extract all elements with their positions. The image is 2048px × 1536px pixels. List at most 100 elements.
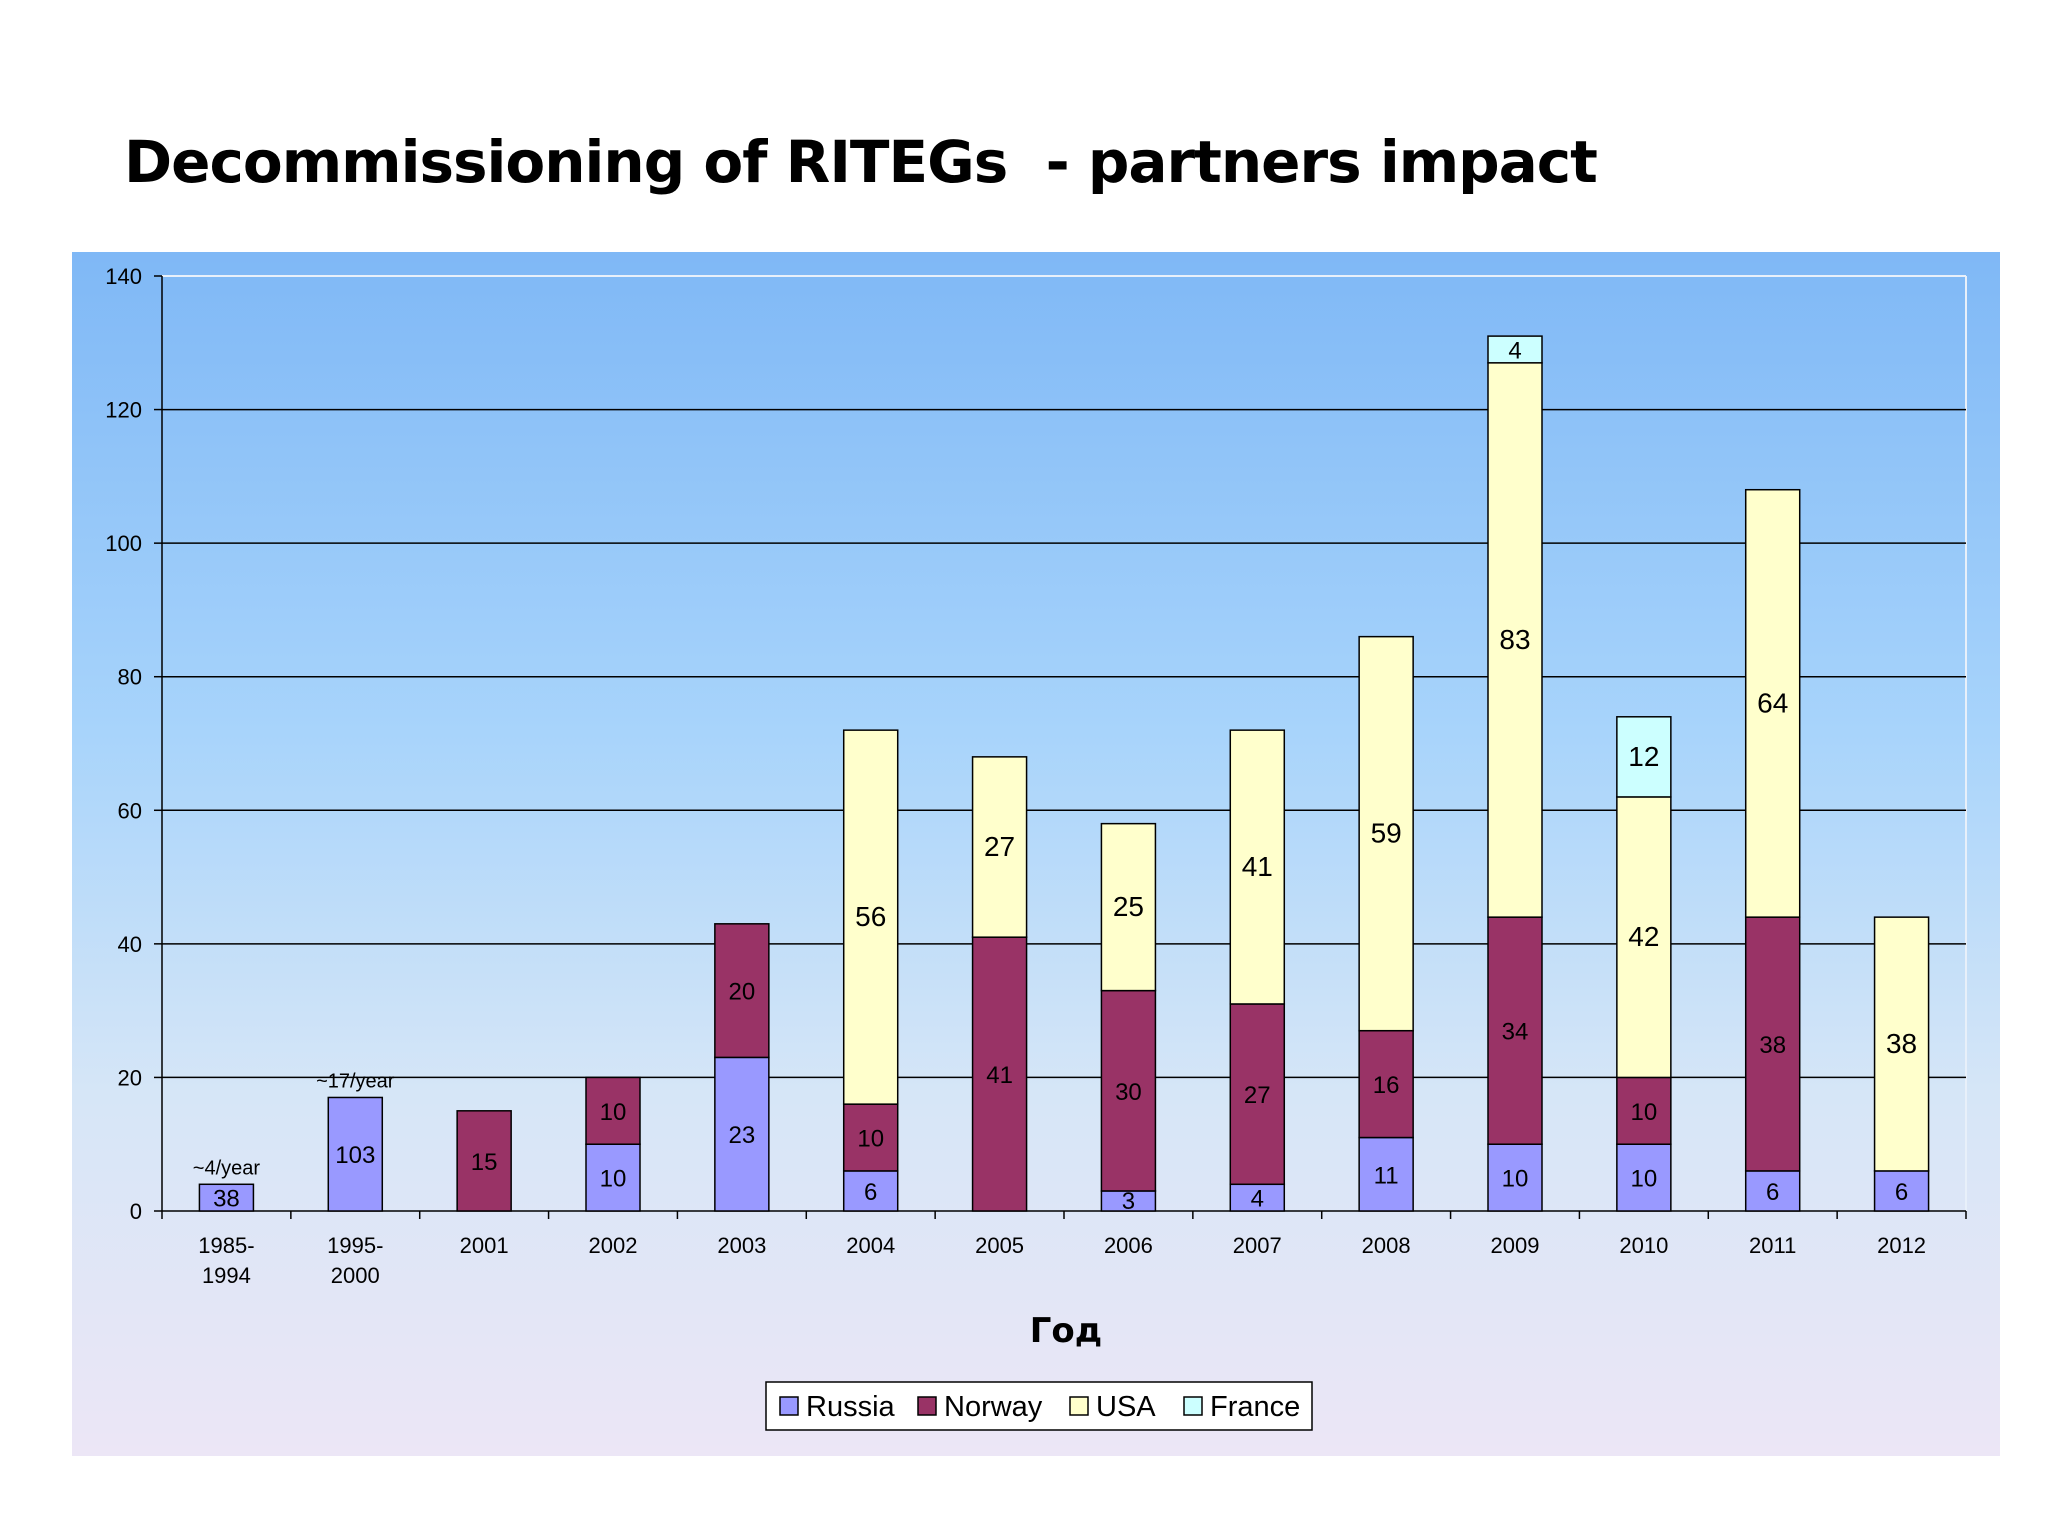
data-label: 4 [1508,337,1521,364]
bar-segment-usa [1358,635,1414,1032]
data-label: 16 [1373,1072,1400,1099]
bar-segment-russia [585,1143,641,1212]
slide-title: Decommissioning of RITEGs - partners imp… [124,128,1598,196]
bars [198,335,1930,1212]
bar-annotation: ~17/year [316,1070,395,1092]
data-label: 10 [1631,1099,1658,1126]
bar-segment-russia [1487,1143,1543,1212]
data-label: 6 [864,1179,877,1206]
data-label: 25 [1113,891,1144,922]
data-label: 83 [1499,624,1530,655]
data-label: 10 [1631,1166,1658,1193]
bar-segment-russia [198,1183,255,1212]
bar-annotation: ~4/year [193,1157,261,1179]
data-label: 23 [729,1122,756,1149]
x-tick-label: 2008 [1362,1233,1411,1258]
data-label: 41 [1242,851,1273,882]
bar-segment-russia [714,1056,770,1212]
legend-swatch-usa [1069,1396,1089,1416]
bar-segment-norway [1100,989,1157,1192]
data-label: 12 [1628,741,1659,772]
x-tick-label: 1995-2000 [327,1233,383,1288]
data-label: 56 [855,901,886,932]
bar-segment-norway [456,1110,512,1212]
data-label: 103 [335,1142,375,1169]
data-label: 15 [471,1149,498,1176]
data-label: 41 [986,1062,1013,1089]
bar-segment-norway [1487,916,1543,1145]
bar-segment-norway [1229,1003,1286,1186]
bar-segment-russia [1616,1143,1672,1212]
data-label: 10 [600,1099,627,1126]
data-label: 64 [1757,687,1788,718]
legend-box [765,1381,1313,1431]
data-labels: 38 103 15 10 10 23 20 6 10 56 41 27 3 30 25 4 27 41 11 16 59… [193,337,1917,1215]
bar-segment-russia [327,1096,384,1212]
data-label: 42 [1628,921,1659,952]
legend-label-russia: Russia [806,1391,896,1423]
y-tick-label: 20 [118,1065,142,1090]
x-tick-label: 2004 [846,1233,895,1258]
data-label: 6 [1766,1179,1779,1206]
data-label: 10 [1502,1166,1529,1193]
bar-segment-france [1616,716,1672,798]
legend-swatch-france [1183,1396,1203,1416]
chart-panel [72,252,2000,1456]
legend-swatch-norway [917,1396,937,1416]
gridlines [162,275,1967,1211]
data-label: 11 [1374,1162,1399,1189]
bar-segment-france [1487,335,1543,364]
data-label: 10 [857,1126,884,1153]
x-tick-label: 2009 [1491,1233,1540,1258]
y-tick-label: 0 [130,1199,142,1224]
y-tick-label: 80 [118,665,142,690]
legend-label-norway: Norway [944,1391,1043,1423]
bar-segment-usa [1100,822,1157,992]
data-label: 4 [1251,1186,1264,1213]
data-label: 6 [1895,1179,1908,1206]
y-tick-label: 60 [118,798,142,823]
bar-segment-usa [842,729,899,1105]
x-axis-label: Год [1030,1311,1102,1351]
legend-label-usa: USA [1096,1391,1156,1423]
legend-label-france: France [1210,1391,1300,1423]
bar-segment-norway [714,923,770,1059]
bar-segment-usa [1744,488,1801,918]
bar-segment-norway [842,1103,899,1172]
data-label: 38 [1759,1032,1786,1059]
data-label: 59 [1371,818,1402,849]
x-tick-label: 2001 [460,1233,509,1258]
x-tick-label: 2006 [1104,1233,1153,1258]
x-tick-label: 2007 [1233,1233,1282,1258]
x-tick-label: 2005 [975,1233,1024,1258]
data-label: 38 [1886,1028,1917,1059]
bar-segment-norway [1358,1029,1414,1139]
data-label: 27 [984,831,1015,862]
data-label: 10 [600,1166,627,1193]
x-tick-label: 2011 [1749,1233,1796,1258]
data-label: 3 [1122,1188,1135,1215]
axes: 0 20 40 60 80 100 120 140 1985-1994 1995-2000 2001… [105,264,1967,1288]
bar-segment-norway [585,1076,641,1145]
bar-segment-usa [971,756,1028,938]
x-tick-label: 2010 [1619,1233,1668,1258]
bar-segment-russia [1229,1183,1286,1212]
data-label: 34 [1502,1019,1529,1046]
y-tick-label: 40 [118,932,142,957]
bar-segment-russia [1358,1136,1414,1212]
bar-segment-usa [1873,916,1930,1172]
bar-segment-usa [1616,796,1672,1079]
y-tick-label: 140 [105,264,142,289]
legend-swatch-russia [779,1396,799,1416]
data-label: 27 [1244,1082,1271,1109]
bar-segment-usa [1229,729,1286,1005]
bar-segment-usa [1487,362,1543,918]
y-tick-label: 100 [105,531,142,556]
data-label: 30 [1115,1079,1142,1106]
bar-segment-norway [971,936,1028,1212]
data-label: 20 [729,979,756,1006]
legend: Russia Norway USA France [765,1381,1313,1431]
x-tick-label: 2003 [717,1233,766,1258]
x-tick-label: 2002 [589,1233,638,1258]
